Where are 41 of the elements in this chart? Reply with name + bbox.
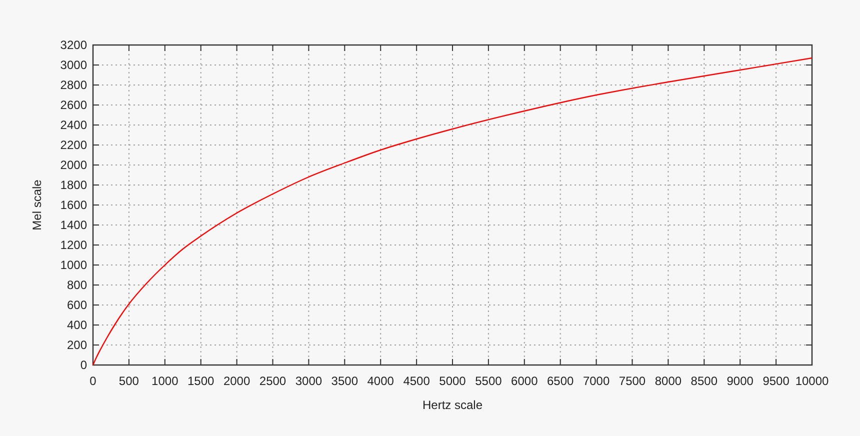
y-tick-label: 1000 bbox=[60, 258, 88, 272]
x-tick-label: 500 bbox=[118, 374, 140, 388]
y-tick-label: 2200 bbox=[60, 138, 88, 152]
x-tick-label: 3000 bbox=[295, 374, 322, 388]
y-tick-label: 2600 bbox=[60, 98, 88, 112]
y-tick-label: 2800 bbox=[60, 78, 88, 92]
y-tick-label: 0 bbox=[80, 358, 88, 372]
y-tick-label: 1600 bbox=[60, 198, 88, 212]
x-tick-label: 9000 bbox=[726, 374, 754, 388]
x-tick-label: 4000 bbox=[367, 374, 394, 388]
x-tick-label: 9500 bbox=[762, 374, 790, 388]
y-axis-title: Mel scale bbox=[30, 179, 44, 230]
x-tick-label: 7000 bbox=[582, 374, 610, 388]
line-series bbox=[92, 57, 813, 366]
x-tick-label: 8000 bbox=[654, 374, 682, 388]
y-tick-label: 1400 bbox=[60, 218, 88, 232]
y-tick-label: 200 bbox=[66, 338, 88, 352]
x-tick-label: 1500 bbox=[188, 374, 215, 388]
x-tick-label: 3500 bbox=[331, 374, 358, 388]
y-tick-label: 1800 bbox=[60, 178, 88, 192]
x-tick-label: 5000 bbox=[439, 374, 466, 388]
x-tick-label: 1000 bbox=[152, 374, 179, 388]
y-tick-label: 800 bbox=[66, 278, 88, 292]
x-tick-label: 10000 bbox=[795, 374, 830, 388]
x-tick-label: 7500 bbox=[618, 374, 646, 388]
x-tick-label: 0 bbox=[90, 374, 97, 388]
y-tick-label: 400 bbox=[66, 318, 88, 332]
y-tick-label: 3200 bbox=[60, 38, 88, 52]
y-tick-label: 2400 bbox=[60, 118, 88, 132]
x-tick-label: 2500 bbox=[259, 374, 286, 388]
y-tick-label: 3000 bbox=[60, 58, 88, 72]
y-tick-label: 600 bbox=[66, 298, 88, 312]
x-tick-label: 2000 bbox=[223, 374, 250, 388]
y-tick-label: 2000 bbox=[60, 158, 88, 172]
x-tick-label: 4500 bbox=[403, 374, 430, 388]
x-tick-label: 6500 bbox=[547, 374, 574, 388]
x-tick-label: 8500 bbox=[690, 374, 718, 388]
x-tick-label: 6000 bbox=[511, 374, 538, 388]
y-tick-label: 1200 bbox=[60, 238, 88, 252]
x-tick-label: 5500 bbox=[475, 374, 502, 388]
x-axis-title: Hertz scale bbox=[422, 398, 483, 412]
